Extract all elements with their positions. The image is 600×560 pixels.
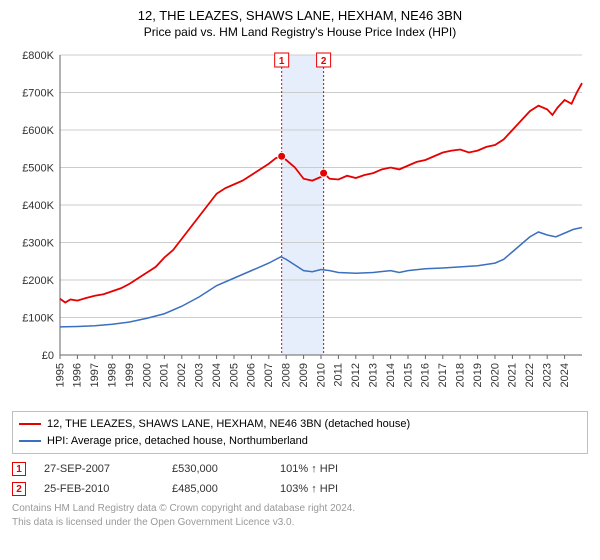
legend-swatch-red [19, 423, 41, 425]
legend: 12, THE LEAZES, SHAWS LANE, HEXHAM, NE46… [12, 411, 588, 454]
svg-text:£300K: £300K [22, 238, 54, 250]
svg-text:1995: 1995 [54, 363, 66, 387]
svg-text:2019: 2019 [472, 363, 484, 387]
svg-text:1998: 1998 [106, 363, 118, 387]
svg-text:2001: 2001 [159, 363, 171, 387]
svg-text:£0: £0 [42, 350, 54, 362]
chart-area: £0 £100K £200K £300K £400K £500K £600K £700K £80… [12, 45, 588, 405]
svg-text:2006: 2006 [246, 363, 258, 387]
event-hpi-1: 101% ↑ HPI [280, 463, 338, 475]
event-row-1: 1 27-SEP-2007 £530,000 101% ↑ HPI [12, 462, 588, 476]
svg-text:£700K: £700K [22, 88, 54, 100]
svg-text:1996: 1996 [72, 363, 84, 387]
events-table: 1 27-SEP-2007 £530,000 101% ↑ HPI 2 25-F… [12, 462, 588, 496]
svg-text:2002: 2002 [176, 363, 188, 387]
event-date-2: 25-FEB-2010 [44, 483, 154, 495]
svg-text:1997: 1997 [89, 363, 101, 387]
svg-text:£200K: £200K [22, 275, 54, 287]
chart-subtitle: Price paid vs. HM Land Registry's House … [12, 25, 588, 39]
legend-label-hpi: HPI: Average price, detached house, Nort… [47, 433, 308, 450]
svg-text:2005: 2005 [228, 363, 240, 387]
svg-text:1999: 1999 [124, 363, 136, 387]
title-block: 12, THE LEAZES, SHAWS LANE, HEXHAM, NE46… [12, 8, 588, 39]
svg-text:2023: 2023 [542, 363, 554, 387]
svg-text:2015: 2015 [402, 363, 414, 387]
address-title: 12, THE LEAZES, SHAWS LANE, HEXHAM, NE46… [12, 8, 588, 23]
legend-swatch-blue [19, 440, 41, 442]
legend-item-property: 12, THE LEAZES, SHAWS LANE, HEXHAM, NE46… [19, 416, 581, 433]
svg-text:2: 2 [321, 56, 327, 67]
event-date-1: 27-SEP-2007 [44, 463, 154, 475]
svg-text:2009: 2009 [298, 363, 310, 387]
event-hpi-2: 103% ↑ HPI [280, 483, 338, 495]
svg-text:2017: 2017 [437, 363, 449, 387]
svg-text:2011: 2011 [333, 363, 345, 387]
svg-text:2021: 2021 [507, 363, 519, 387]
svg-text:£400K: £400K [22, 200, 54, 212]
svg-text:2007: 2007 [263, 363, 275, 387]
svg-text:2016: 2016 [420, 363, 432, 387]
svg-text:2008: 2008 [281, 363, 293, 387]
event-row-2: 2 25-FEB-2010 £485,000 103% ↑ HPI [12, 482, 588, 496]
chart-container: 12, THE LEAZES, SHAWS LANE, HEXHAM, NE46… [0, 0, 600, 560]
svg-text:£800K: £800K [22, 50, 54, 62]
svg-text:2000: 2000 [141, 363, 153, 387]
footer-line-1: Contains HM Land Registry data © Crown c… [12, 502, 588, 516]
svg-text:£600K: £600K [22, 125, 54, 137]
svg-text:2003: 2003 [193, 363, 205, 387]
svg-text:2004: 2004 [211, 363, 223, 387]
svg-text:2013: 2013 [368, 363, 380, 387]
legend-label-property: 12, THE LEAZES, SHAWS LANE, HEXHAM, NE46… [47, 416, 410, 433]
line-chart: £0 £100K £200K £300K £400K £500K £600K £700K £80… [12, 45, 588, 405]
event-marker-2: 2 [12, 482, 26, 496]
footer: Contains HM Land Registry data © Crown c… [12, 502, 588, 529]
svg-text:£500K: £500K [22, 163, 54, 175]
svg-text:2022: 2022 [524, 363, 536, 387]
svg-text:£100K: £100K [22, 313, 54, 325]
svg-text:1: 1 [279, 56, 285, 67]
svg-text:2014: 2014 [385, 363, 397, 387]
event-price-2: £485,000 [172, 483, 262, 495]
svg-text:2012: 2012 [350, 363, 362, 387]
svg-text:2020: 2020 [489, 363, 501, 387]
svg-text:2018: 2018 [455, 363, 467, 387]
event-marker-1: 1 [12, 462, 26, 476]
footer-line-2: This data is licensed under the Open Gov… [12, 516, 588, 530]
svg-text:2010: 2010 [315, 363, 327, 387]
svg-text:2024: 2024 [559, 363, 571, 387]
event-price-1: £530,000 [172, 463, 262, 475]
legend-item-hpi: HPI: Average price, detached house, Nort… [19, 433, 581, 450]
